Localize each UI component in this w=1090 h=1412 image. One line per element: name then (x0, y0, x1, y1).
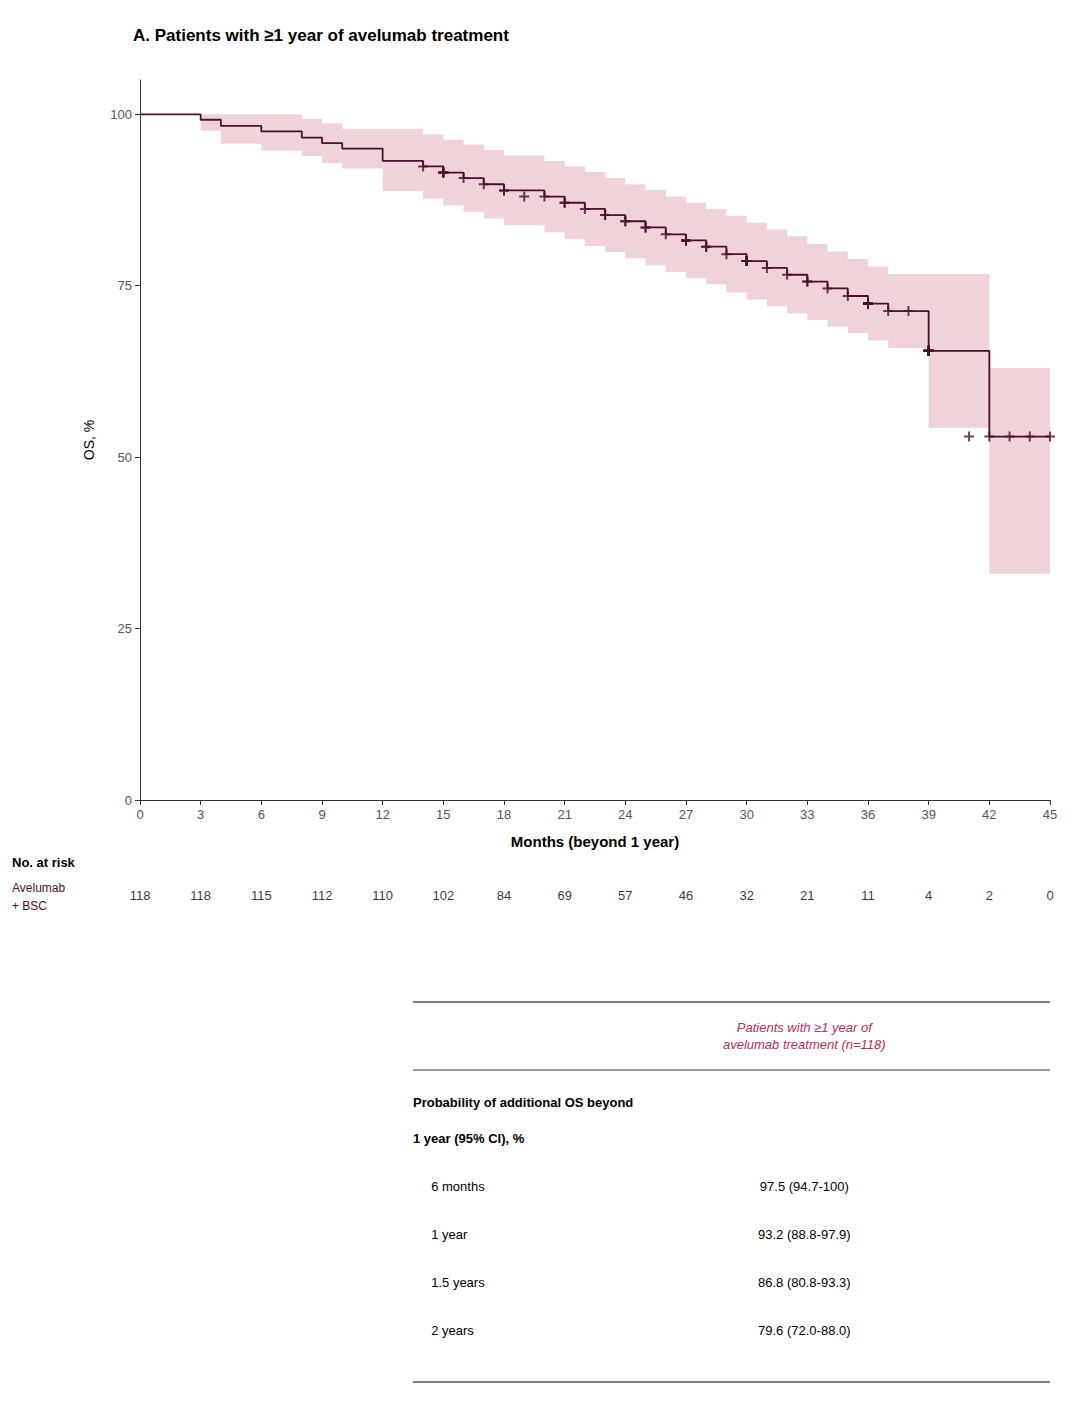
svg-text:36: 36 (861, 807, 875, 822)
svg-text:6 months: 6 months (431, 1179, 485, 1194)
svg-text:1 year (95% CI), %: 1 year (95% CI), % (413, 1131, 525, 1146)
svg-text:112: 112 (312, 888, 333, 903)
svg-text:45: 45 (1043, 807, 1057, 822)
svg-text:50: 50 (118, 450, 132, 465)
svg-text:33: 33 (800, 807, 814, 822)
svg-text:9: 9 (318, 807, 325, 822)
svg-text:118: 118 (190, 888, 211, 903)
svg-text:Avelumab: Avelumab (12, 881, 65, 895)
svg-text:0: 0 (125, 793, 132, 808)
svg-text:Months (beyond 1 year): Months (beyond 1 year) (511, 833, 679, 850)
svg-text:39: 39 (921, 807, 935, 822)
svg-text:0: 0 (1046, 888, 1053, 903)
svg-text:OS, %: OS, % (81, 420, 97, 460)
svg-text:27: 27 (679, 807, 693, 822)
svg-text:25: 25 (118, 621, 132, 636)
svg-text:42: 42 (982, 807, 996, 822)
svg-text:46: 46 (679, 888, 693, 903)
svg-text:86.8 (80.8-93.3): 86.8 (80.8-93.3) (758, 1275, 851, 1290)
svg-text:Patients with ≥1 year of: Patients with ≥1 year of (737, 1020, 873, 1035)
svg-text:3: 3 (197, 807, 204, 822)
svg-text:32: 32 (739, 888, 753, 903)
svg-text:69: 69 (557, 888, 571, 903)
svg-text:No. at risk: No. at risk (12, 855, 76, 870)
svg-text:2: 2 (986, 888, 993, 903)
svg-text:79.6 (72.0-88.0): 79.6 (72.0-88.0) (758, 1323, 851, 1338)
svg-text:100: 100 (110, 107, 132, 122)
svg-text:93.2 (88.8-97.9): 93.2 (88.8-97.9) (758, 1227, 851, 1242)
svg-text:118: 118 (130, 888, 151, 903)
svg-text:4: 4 (925, 888, 932, 903)
svg-text:avelumab treatment (n=118): avelumab treatment (n=118) (723, 1037, 886, 1052)
svg-text:115: 115 (251, 888, 272, 903)
svg-text:A. Patients with ≥1 year of av: A. Patients with ≥1 year of avelumab tre… (133, 26, 509, 45)
svg-text:24: 24 (618, 807, 632, 822)
svg-text:15: 15 (436, 807, 450, 822)
svg-text:84: 84 (497, 888, 511, 903)
svg-text:97.5 (94.7-100): 97.5 (94.7-100) (760, 1179, 849, 1194)
svg-text:12: 12 (375, 807, 389, 822)
svg-text:6: 6 (258, 807, 265, 822)
svg-text:21: 21 (557, 807, 571, 822)
svg-text:57: 57 (618, 888, 632, 903)
svg-text:1.5 years: 1.5 years (431, 1275, 485, 1290)
svg-text:110: 110 (372, 888, 393, 903)
svg-text:30: 30 (739, 807, 753, 822)
svg-text:1 year: 1 year (431, 1227, 468, 1242)
svg-text:2 years: 2 years (431, 1323, 474, 1338)
svg-text:21: 21 (800, 888, 814, 903)
svg-text:0: 0 (136, 807, 143, 822)
svg-text:75: 75 (118, 278, 132, 293)
svg-text:11: 11 (861, 888, 875, 903)
svg-text:18: 18 (497, 807, 511, 822)
svg-text:Probability of additional OS b: Probability of additional OS beyond (413, 1095, 633, 1110)
svg-text:+ BSC: + BSC (12, 899, 47, 913)
svg-text:102: 102 (432, 888, 454, 903)
